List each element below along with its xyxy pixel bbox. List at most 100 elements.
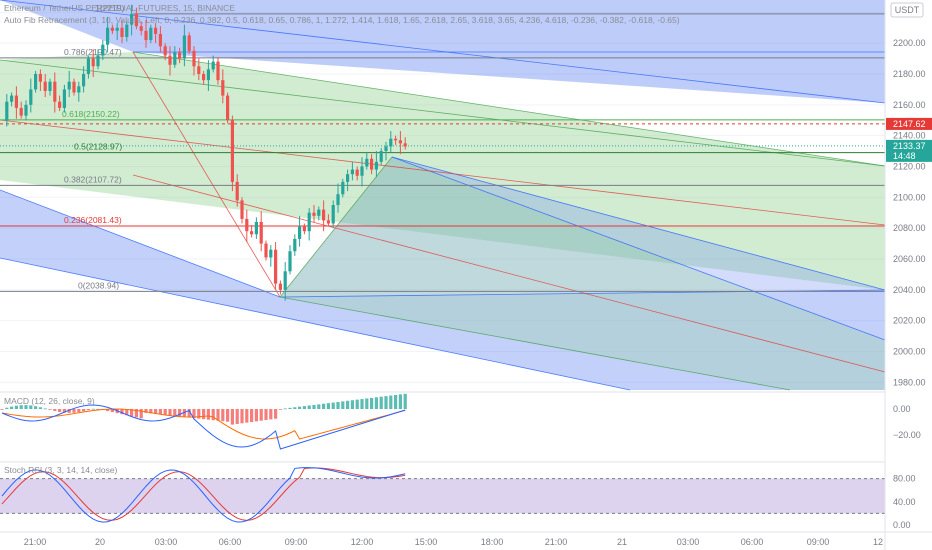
time-tick: 09:00: [285, 537, 308, 547]
macd-histogram-bar: [398, 394, 402, 409]
candle: [326, 220, 330, 224]
candle: [96, 55, 100, 67]
candle: [115, 27, 119, 31]
macd-histogram-bar: [67, 409, 71, 413]
time-tick: 21:00: [545, 537, 568, 547]
currency-button[interactable]: [890, 2, 924, 18]
macd-histogram-bar: [240, 409, 244, 424]
candle: [307, 212, 311, 232]
macd-histogram-bar: [53, 409, 57, 411]
candle: [154, 27, 158, 34]
candle: [48, 81, 52, 91]
macd-histogram-bar: [264, 409, 268, 421]
stoch-d-line: [1, 467, 406, 521]
candle: [365, 158, 369, 167]
symbol-title: Ethereum / TetherUS PERPETUAL FUTURES, 1…: [4, 3, 235, 13]
candle: [230, 120, 234, 182]
candle: [322, 209, 326, 221]
candle: [91, 58, 95, 67]
candle: [206, 69, 210, 81]
fan-line: [0, 189, 281, 298]
macd-histogram-bar: [168, 409, 172, 416]
macd-histogram-bar: [293, 407, 297, 409]
price-tick: 2200.00: [893, 38, 926, 48]
macd-histogram-bar: [326, 403, 330, 409]
candle: [259, 221, 263, 244]
price-tick: 2140.00: [893, 131, 926, 141]
indicator-title: Auto Fib Retracement (3, 10, Values, Lef…: [4, 15, 680, 25]
candle: [192, 50, 196, 67]
macd-histogram-bar: [29, 405, 33, 409]
candle: [403, 143, 407, 147]
time-tick: 03:00: [155, 537, 178, 547]
candle: [374, 161, 378, 170]
macd-histogram-bar: [178, 409, 182, 417]
grid: [0, 11, 885, 383]
fib-level-label: 0.618(2150.22): [62, 109, 120, 119]
candle: [178, 52, 182, 59]
macd-histogram-bar: [235, 409, 239, 424]
fan-line: [132, 51, 281, 298]
candle: [110, 27, 114, 31]
macd-histogram-bar: [96, 409, 100, 410]
macd-title: MACD (12, 26, close, 9): [4, 396, 95, 406]
macd-histogram-bar: [250, 409, 254, 422]
candle: [278, 283, 282, 290]
price-tick: 2060.00: [893, 254, 926, 264]
fan-line: [279, 156, 393, 298]
candle: [10, 95, 14, 102]
time-tick: 21: [617, 537, 627, 547]
price-tick: 2120.00: [893, 161, 926, 171]
macd-histogram-bar: [226, 409, 230, 422]
time-tick: 18:00: [481, 537, 504, 547]
price-tick: 2020.00: [893, 316, 926, 326]
macd-histogram-bar: [187, 409, 191, 418]
price-tick: 1980.00: [893, 377, 926, 387]
candle: [288, 251, 292, 272]
stoch-k-line: [1, 467, 406, 523]
candle: [355, 169, 359, 176]
fib-level-label: 0(2038.94): [78, 280, 119, 290]
macd-histogram-bar: [389, 395, 393, 409]
macd-histogram-bar: [216, 409, 220, 421]
candle: [360, 166, 364, 176]
fan-line: [279, 296, 791, 391]
candle: [168, 55, 172, 65]
macd-histogram-bar: [259, 409, 263, 421]
price-axis-bg: [885, 0, 932, 550]
fib-level-label: 1(2219): [95, 3, 124, 13]
macd-histogram-bar: [394, 394, 398, 409]
candle: [336, 194, 340, 206]
time-tick: 21:00: [24, 537, 47, 547]
macd-histogram-bar: [307, 405, 311, 409]
candle: [202, 73, 206, 81]
macd-histogram-bar: [341, 401, 345, 409]
macd-histogram-bar: [134, 409, 138, 418]
macd-histogram-bar: [355, 399, 359, 409]
macd-histogram-bar: [202, 409, 206, 420]
candle: [197, 66, 201, 74]
stoch-tick: 80.00: [893, 474, 916, 484]
macd-tick: 0.00: [893, 404, 911, 414]
macd-histogram-bar: [254, 409, 258, 422]
time-tick: 15:00: [415, 537, 438, 547]
macd-histogram-bar: [91, 408, 95, 410]
candle: [389, 138, 393, 147]
candle: [370, 158, 374, 170]
price-tick: 2180.00: [893, 69, 926, 79]
candle: [144, 30, 148, 41]
macd-signal-line: [1, 408, 406, 440]
macd-histogram-bar: [144, 409, 148, 413]
macd-histogram-bar: [0, 409, 4, 410]
currency-label: USDT: [895, 5, 920, 15]
stoch-band: [0, 478, 885, 514]
macd-histogram-bar: [298, 406, 302, 409]
candle: [86, 58, 90, 74]
macd-histogram-bar: [34, 406, 38, 409]
candle: [67, 81, 71, 90]
macd-histogram-bar: [5, 407, 9, 409]
pitchfork-fills: [0, 0, 886, 391]
candle: [72, 81, 76, 93]
macd-tick: −20.00: [893, 430, 921, 440]
fan-line: [132, 51, 886, 167]
